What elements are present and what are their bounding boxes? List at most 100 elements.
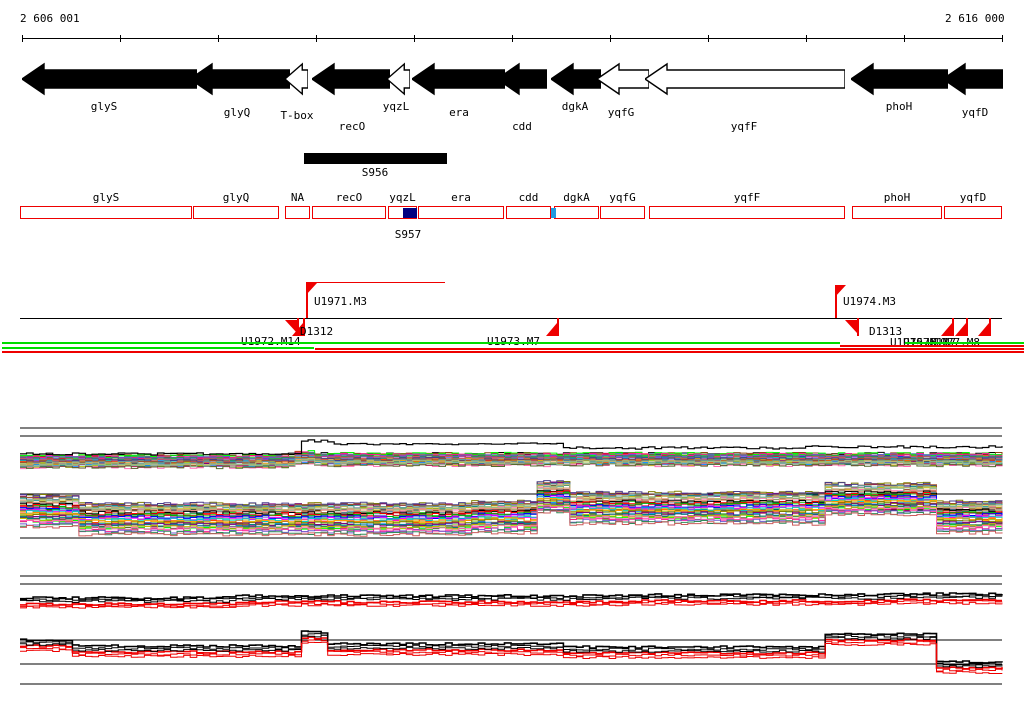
annotated-feature-boxes: glyS glyQ NA recO yqzL era cdd dgkA yqfG yqfF phoH… [0,190,1024,240]
s956-label: S956 [361,166,389,179]
gene-label-yqzL: yqzL [382,100,410,113]
feature-box-label-yqfD: yqfD [959,191,987,204]
feature-box-recO[interactable] [312,206,386,219]
gene-label-yqfG: yqfG [607,106,635,119]
feature-box-label-yqfF: yqfF [733,191,761,204]
flag-banner[interactable] [285,320,298,337]
gene-arrow-yqfF[interactable] [645,60,845,100]
gene-arrow-glyS[interactable] [22,60,197,100]
feature-box-label-dgkA: dgkA [563,191,590,204]
ruler-tick [610,35,611,42]
gene-arrow-glyQ[interactable] [190,60,290,100]
feature-box-label-yqfG: yqfG [609,191,636,204]
flag-pole [952,318,954,336]
flag-label-U1973.M7: U1973.M7 [487,336,540,347]
flag-banner[interactable] [955,323,967,340]
ruler-tick [512,35,513,42]
ruler-tick [120,35,121,42]
segment-line [2,342,840,344]
gene-label-phoH: phoH [885,100,913,113]
ruler-tick [806,35,807,42]
flag-pole [303,318,305,336]
feature-box-label-yqzL: yqzL [389,191,416,204]
feature-marker-S957[interactable] [403,207,417,218]
gene-label-glyQ: glyQ [223,106,251,119]
flag-pole [857,318,859,336]
feature-box-glyS[interactable] [20,206,192,219]
feature-box-label-phoH: phoH [883,191,911,204]
gene-label-yqfD: yqfD [961,106,989,119]
segment-line [2,351,1024,353]
feature-box-yqfD[interactable] [944,206,1002,219]
gene-label-dgkA: dgkA [561,100,589,113]
feature-marker-label-S957: S957 [394,228,422,241]
flag-label-D1313: D1313 [869,325,903,338]
feature-box-label-era: era [451,191,471,204]
feature-box-glyQ[interactable] [193,206,279,219]
flag-label-U1972.M14: U1972.M14 [241,336,301,347]
feature-box-label-recO: recO [335,191,363,204]
expression-panel-multicolor [0,410,1024,540]
flag-extent-bar [306,282,445,284]
gene-arrow-T-box[interactable] [285,60,308,100]
coordinate-label-left: 2 606 001 [20,12,80,25]
gene-arrow-yqzL[interactable] [387,60,410,100]
ruler-tick [22,35,23,42]
flag-banner[interactable] [835,285,847,301]
flag-baseline [20,318,1002,319]
segment-line [315,348,1024,350]
flag-banner[interactable] [306,283,318,299]
flag-pole [966,318,968,336]
feature-box-label-NA: NA [290,191,305,204]
ruler-axis [0,32,1024,44]
feature-box-era[interactable] [418,206,504,219]
gene-arrow-cdd[interactable] [497,60,547,100]
feature-box-label-cdd: cdd [518,191,539,204]
segment-line [2,347,314,349]
flag-pole [297,318,299,336]
flag-pole [835,285,837,318]
gene-label-T-box: T-box [280,109,314,122]
gene-label-yqfF: yqfF [730,120,758,133]
gene-arrow-dgkA[interactable] [551,60,601,100]
ruler-tick [316,35,317,42]
gene-arrow-yqfD[interactable] [943,60,1003,100]
flag-pole [306,283,308,318]
feature-marker-cyan-marker[interactable] [551,207,556,218]
gene-label-recO: recO [338,120,366,133]
flag-banner[interactable] [941,323,953,340]
gene-arrow-era[interactable] [412,60,505,100]
gene-arrow-yqfG[interactable] [597,60,649,100]
flag-banner[interactable] [546,323,558,340]
feature-box-label-glyQ: glyQ [222,191,250,204]
feature-box-phoH[interactable] [852,206,942,219]
coordinate-label-right: 2 616 000 [945,12,1005,25]
gene-label-era: era [449,106,469,119]
flag-pole [557,318,559,336]
ruler-tick [218,35,219,42]
ruler-tick [1002,35,1003,42]
gene-arrow-track: glyS glyQ T-box recO yqzL era cdd dgkA yqfG yqfF p… [0,60,1024,133]
expression-panel-blackred [0,570,1024,690]
feature-box-NA[interactable] [285,206,310,219]
feature-box-yqfG[interactable] [600,206,645,219]
flag-label-U1971.M3: U1971.M3 [314,295,367,308]
feature-box-yqfF[interactable] [649,206,845,219]
ruler-tick [414,35,415,42]
gene-label-cdd: cdd [512,120,532,133]
segment-line [905,342,1024,344]
flag-label-U1974.M3: U1974.M3 [843,295,896,308]
feature-box-cdd[interactable] [506,206,551,219]
s956-bar[interactable] [304,153,447,164]
segment-line [840,345,1024,347]
flag-label-D1312: D1312 [300,325,334,338]
gene-arrow-phoH[interactable] [851,60,948,100]
gene-label-glyS: glyS [90,100,118,113]
ruler-tick [904,35,905,42]
gene-arrow-recO[interactable] [312,60,390,100]
flag-banner[interactable] [978,323,990,340]
flag-pole [989,318,991,336]
feature-box-label-glyS: glyS [92,191,120,204]
flag-banner[interactable] [845,320,858,337]
